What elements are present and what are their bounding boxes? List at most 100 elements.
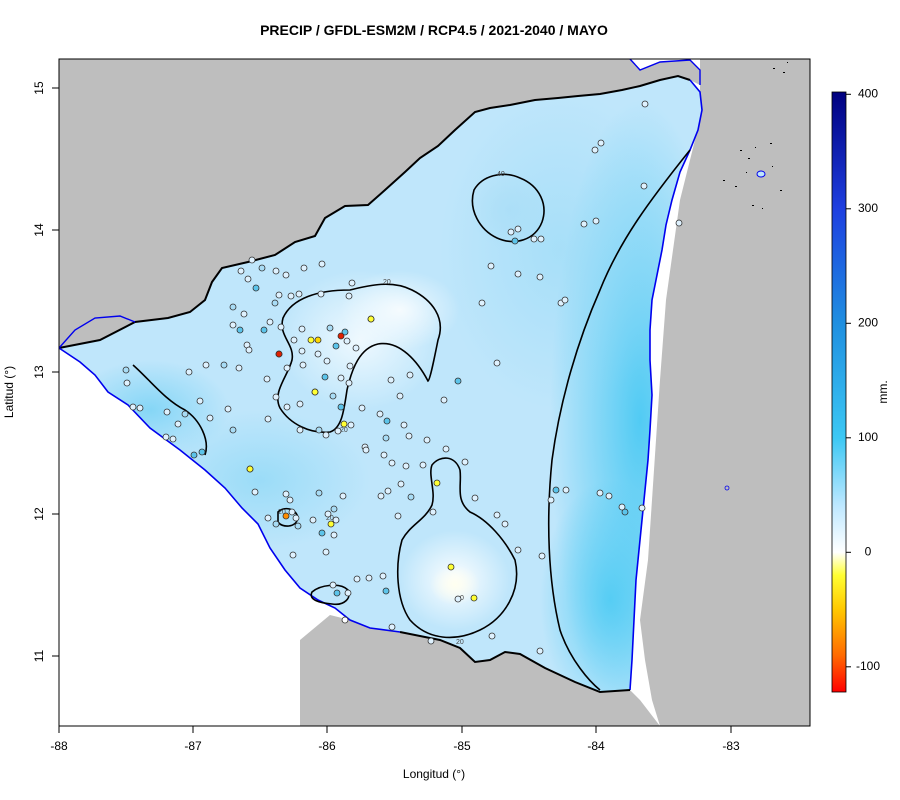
station-marker <box>487 262 495 270</box>
costa-rica-land <box>300 615 660 726</box>
station-marker <box>289 551 297 559</box>
station-marker <box>290 336 298 344</box>
country-outline <box>58 58 766 694</box>
station-marker <box>591 146 599 154</box>
station-marker <box>272 393 280 401</box>
contour-20-south <box>396 457 518 639</box>
station-marker <box>388 623 396 631</box>
station-marker <box>287 292 295 300</box>
x-axis-label: Longitud (°) <box>403 767 465 781</box>
station-marker <box>442 445 450 453</box>
station-marker <box>294 522 302 530</box>
station-marker <box>353 575 361 583</box>
x-tick-label: -87 <box>184 739 202 753</box>
station-marker <box>298 347 306 355</box>
station-marker <box>224 405 232 413</box>
contour-20-west <box>132 364 207 456</box>
station-marker <box>493 359 501 367</box>
station-marker <box>181 410 189 418</box>
station-marker <box>329 581 337 589</box>
station-marker <box>478 299 486 307</box>
colorbar-tick-label: 300 <box>858 201 878 215</box>
station-marker <box>547 496 555 504</box>
contour-labels: 40 20 20 20 20 20 0 <box>278 171 505 646</box>
station-marker <box>387 376 395 384</box>
station-marker-anomaly <box>246 465 254 473</box>
station-marker <box>345 292 353 300</box>
station-marker <box>562 486 570 494</box>
station-marker <box>605 492 613 500</box>
station-marker <box>388 459 396 467</box>
station-marker <box>552 486 560 494</box>
station-marker <box>394 512 402 520</box>
station-marker <box>334 427 342 435</box>
y-tick-label: 11 <box>32 649 46 662</box>
station-marker <box>288 508 296 516</box>
station-marker <box>427 637 435 645</box>
station-marker <box>345 379 353 387</box>
station-marker <box>396 392 404 400</box>
station-marker <box>501 520 509 528</box>
station-markers <box>122 100 683 655</box>
station-marker <box>295 290 303 298</box>
station-marker <box>129 403 137 411</box>
station-marker <box>292 514 300 522</box>
corn-island <box>756 170 766 178</box>
station-marker <box>318 529 326 537</box>
station-marker <box>339 492 347 500</box>
station-marker-anomaly <box>311 388 319 396</box>
station-marker <box>229 303 237 311</box>
station-marker <box>348 279 356 287</box>
station-marker <box>330 531 338 539</box>
station-marker <box>282 490 290 498</box>
station-marker <box>343 337 351 345</box>
y-tick-label: 15 <box>32 81 46 95</box>
station-marker <box>317 290 325 298</box>
station-marker-anomaly <box>327 520 335 528</box>
station-marker <box>329 392 337 400</box>
station-marker <box>272 267 280 275</box>
station-marker <box>507 228 515 236</box>
station-marker <box>493 511 501 519</box>
station-marker <box>296 400 304 408</box>
colorbar-tick-label: 100 <box>858 430 878 444</box>
station-marker <box>162 433 170 441</box>
station-marker <box>407 493 415 501</box>
station-marker <box>264 514 272 522</box>
colorbar-scale <box>831 91 847 693</box>
station-marker <box>337 403 345 411</box>
station-marker-anomaly <box>307 336 315 344</box>
station-marker <box>122 366 130 374</box>
contour-label: 20 <box>383 279 391 286</box>
station-marker <box>511 237 519 245</box>
station-marker <box>229 321 237 329</box>
station-marker <box>264 415 272 423</box>
station-marker <box>362 446 370 454</box>
gulf-fonseca-coast <box>58 315 136 349</box>
station-marker-anomaly <box>340 420 348 428</box>
station-marker <box>423 436 431 444</box>
station-marker <box>405 432 413 440</box>
station-marker <box>638 504 646 512</box>
station-marker <box>400 421 408 429</box>
station-marker <box>260 326 268 334</box>
colorbar-tick-label: 200 <box>858 315 878 329</box>
station-marker <box>299 361 307 369</box>
station-marker <box>536 647 544 655</box>
station-marker <box>382 434 390 442</box>
precip-zone <box>440 90 680 410</box>
station-marker-anomaly <box>314 336 322 344</box>
station-marker-anomaly <box>470 594 478 602</box>
x-tick-label: -84 <box>587 739 605 753</box>
station-marker <box>283 403 291 411</box>
station-marker <box>330 505 338 513</box>
map-title: PRECIP / GFDL-ESM2M / RCP4.5 / 2021-2040… <box>260 22 608 38</box>
station-marker <box>275 291 283 299</box>
station-marker-anomaly <box>275 350 283 358</box>
x-tick-label: -83 <box>722 739 740 753</box>
station-marker <box>618 503 626 511</box>
station-marker <box>185 368 193 376</box>
station-marker <box>406 371 414 379</box>
station-marker <box>309 516 317 524</box>
